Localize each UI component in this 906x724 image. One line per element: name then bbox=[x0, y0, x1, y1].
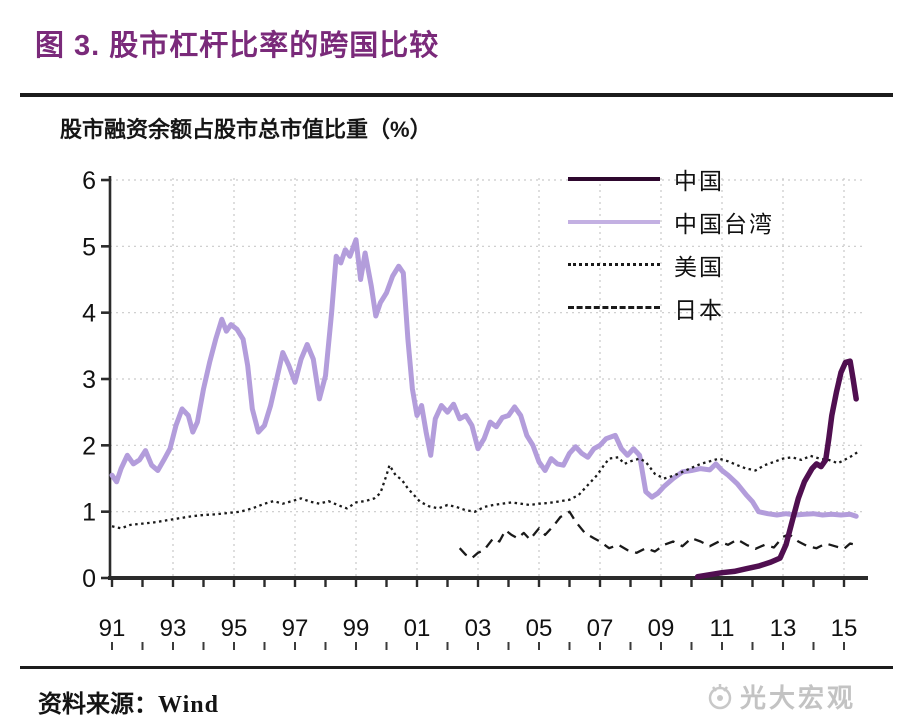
x-tick-label: 99 bbox=[343, 615, 370, 642]
series-line-taiwan bbox=[109, 237, 859, 519]
y-tick-label: 5 bbox=[82, 233, 96, 261]
x-tick-label: 95 bbox=[221, 615, 248, 642]
legend-label-taiwan: 中国台湾 bbox=[674, 210, 774, 237]
legend-line-sample-china bbox=[568, 176, 660, 181]
chart-axis-caption: 股市融资余额占股市总市值比重（%） bbox=[60, 117, 432, 142]
x-tick-label: 09 bbox=[648, 615, 675, 642]
gridlines bbox=[110, 178, 866, 578]
legend-item-china: 中国 bbox=[568, 157, 774, 200]
legend-line-sample-taiwan bbox=[568, 219, 660, 224]
x-tick-label: 13 bbox=[770, 615, 797, 642]
legend-label-japan: 日本 bbox=[674, 296, 724, 323]
y-tick-label: 2 bbox=[82, 432, 96, 460]
x-tick-label: 01 bbox=[404, 615, 431, 642]
x-tick-label: 97 bbox=[282, 615, 309, 642]
x-tick-label: 15 bbox=[831, 615, 858, 642]
legend-label-usa: 美国 bbox=[674, 253, 724, 280]
legend-item-usa: 美国 bbox=[568, 243, 774, 286]
y-tick-label: 3 bbox=[82, 366, 96, 394]
x-tick-label: 03 bbox=[465, 615, 492, 642]
x-axis-ticks: 91 93 95 97 99 01 03 05 07 09 11 13 15 bbox=[99, 578, 858, 650]
figure-title: 图 3. 股市杠杆比率的跨国比较 bbox=[35, 30, 440, 62]
watermark-text: 光大宏观 bbox=[740, 683, 857, 713]
y-tick-label: 0 bbox=[82, 565, 96, 593]
legend-item-japan: 日本 bbox=[568, 286, 774, 329]
source-note: 资料来源：Wind bbox=[38, 684, 219, 719]
watermark: 光大宏观 bbox=[706, 678, 856, 715]
series-line-usa bbox=[111, 451, 859, 530]
legend-line-sample-usa bbox=[568, 263, 660, 266]
chart-legend: 中国 中国台湾 美国 日本 bbox=[568, 157, 774, 329]
legend-label-china: 中国 bbox=[674, 167, 724, 194]
series-line-japan bbox=[458, 510, 857, 560]
y-tick-label: 1 bbox=[82, 499, 96, 527]
bottom-divider bbox=[20, 666, 893, 669]
series-line-china bbox=[694, 358, 859, 580]
x-tick-label: 93 bbox=[160, 615, 187, 642]
source-value: Wind bbox=[158, 692, 219, 718]
x-tick-label: 07 bbox=[587, 615, 614, 642]
top-divider bbox=[20, 93, 893, 97]
legend-line-sample-japan bbox=[568, 306, 660, 309]
everbright-logo-icon bbox=[708, 683, 732, 709]
x-tick-label: 91 bbox=[99, 615, 126, 642]
y-tick-label: 4 bbox=[82, 300, 96, 328]
x-tick-label: 11 bbox=[710, 615, 735, 642]
y-axis-ticks: 0 1 2 3 4 5 6 bbox=[82, 167, 110, 593]
legend-item-taiwan: 中国台湾 bbox=[568, 200, 774, 243]
y-tick-label: 6 bbox=[82, 167, 96, 195]
source-label: 资料来源： bbox=[38, 692, 158, 718]
x-tick-label: 05 bbox=[526, 615, 553, 642]
